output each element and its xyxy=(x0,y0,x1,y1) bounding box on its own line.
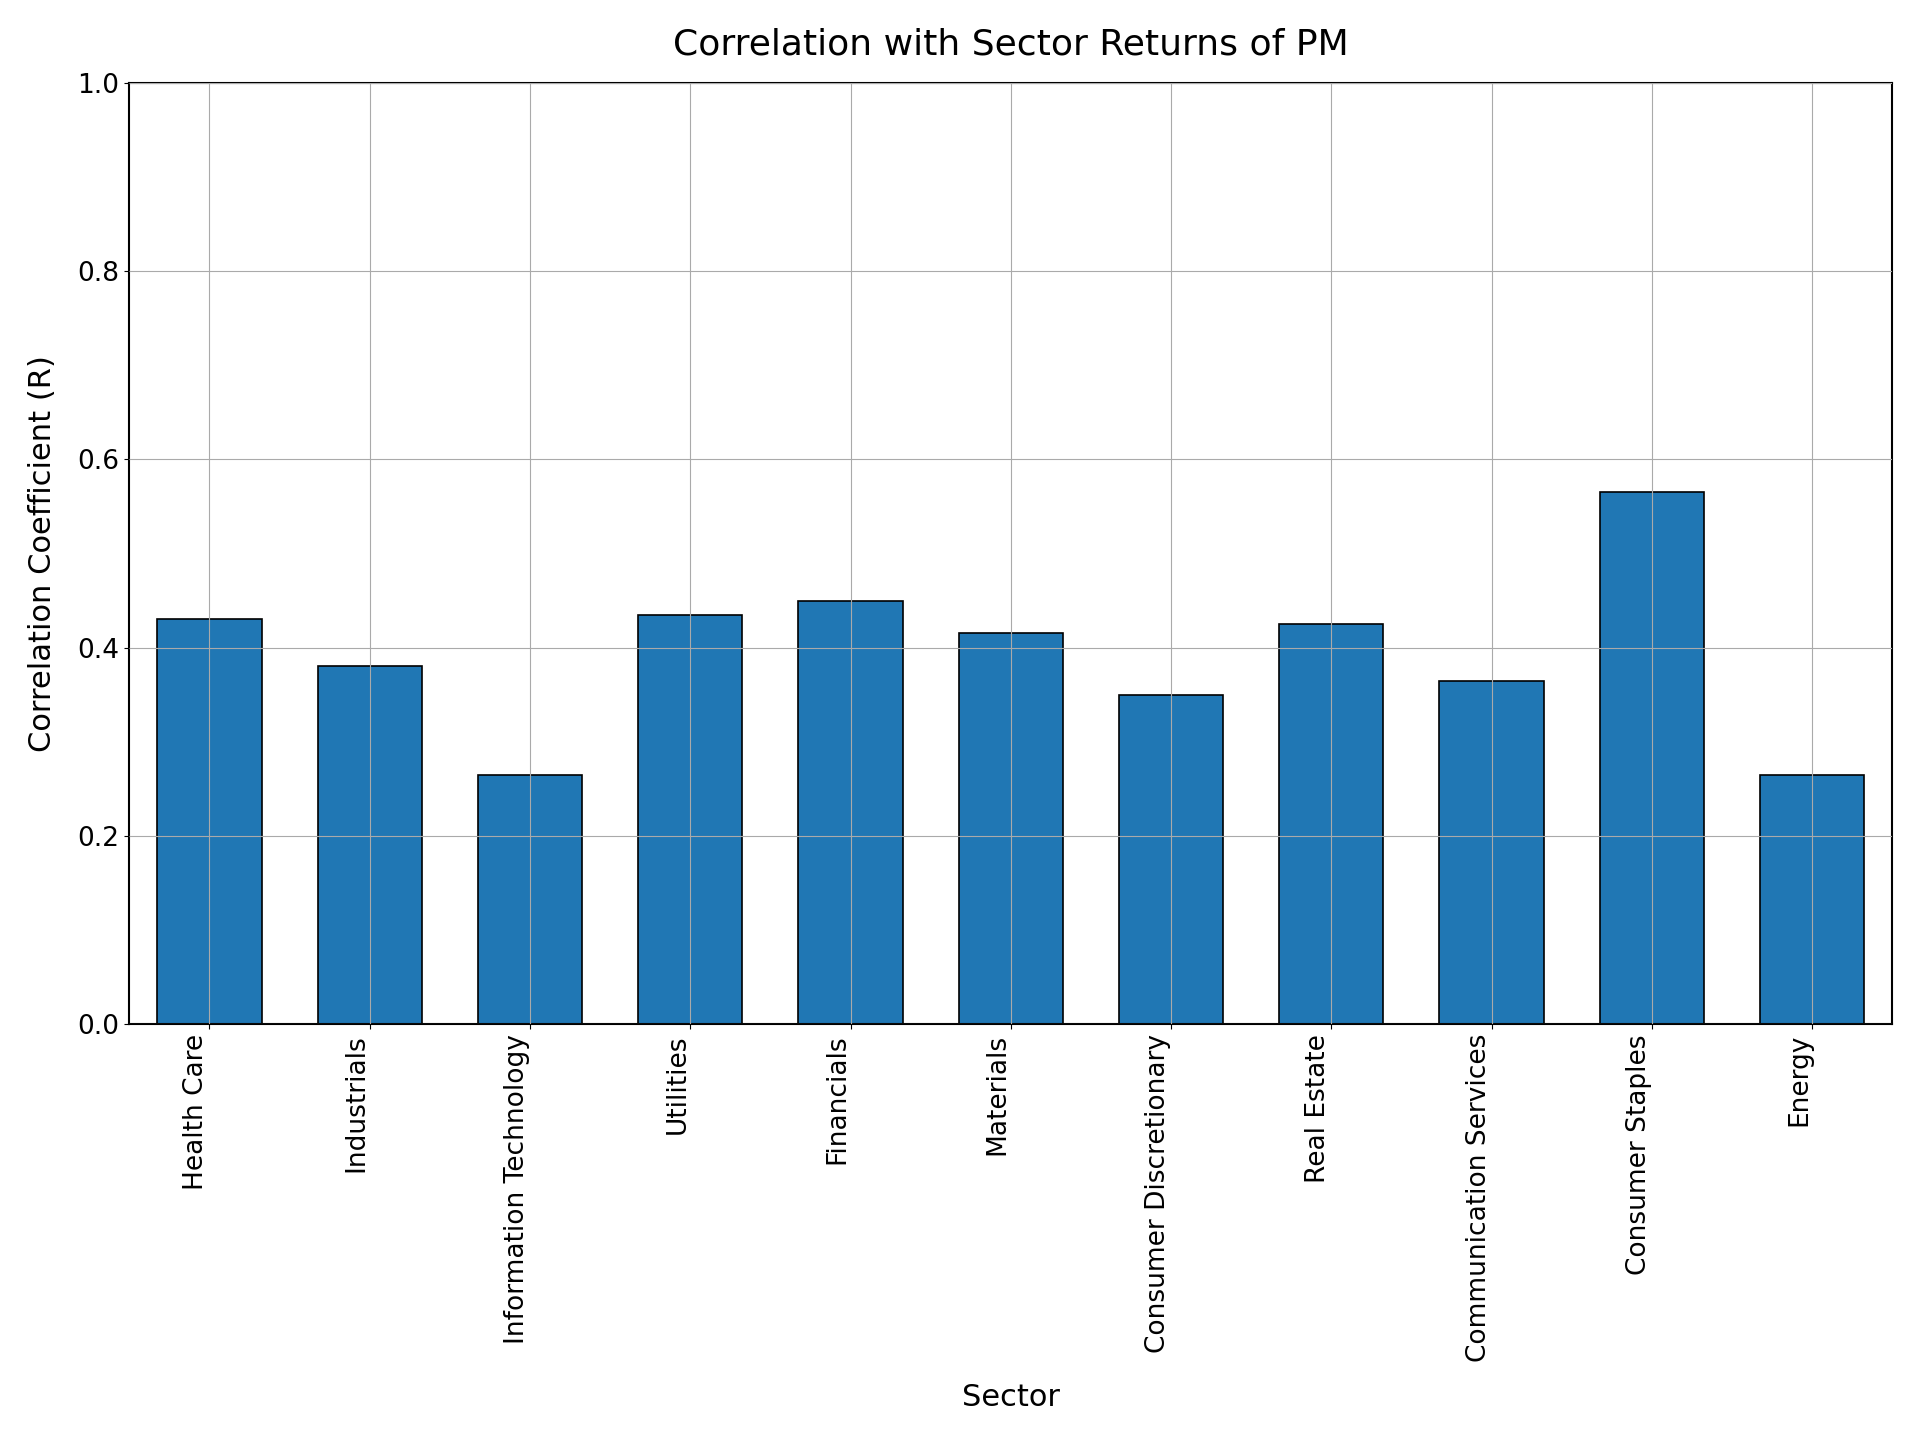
Bar xyxy=(958,634,1064,1024)
Bar xyxy=(1279,624,1384,1024)
Bar xyxy=(1119,694,1223,1024)
Y-axis label: Correlation Coefficient (R): Correlation Coefficient (R) xyxy=(27,356,58,752)
Bar xyxy=(799,600,902,1024)
Bar xyxy=(1440,681,1544,1024)
Bar xyxy=(1599,492,1703,1024)
Bar xyxy=(637,615,743,1024)
X-axis label: Sector: Sector xyxy=(962,1384,1060,1413)
Bar xyxy=(317,667,422,1024)
Bar xyxy=(157,619,261,1024)
Bar xyxy=(478,775,582,1024)
Title: Correlation with Sector Returns of PM: Correlation with Sector Returns of PM xyxy=(672,27,1348,62)
Bar xyxy=(1761,775,1864,1024)
